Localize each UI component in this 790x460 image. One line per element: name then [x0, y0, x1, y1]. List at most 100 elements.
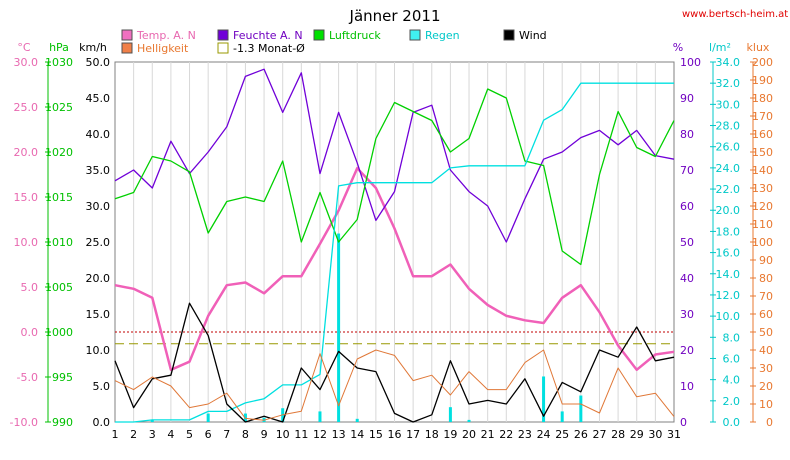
x-tick-label: 16: [388, 428, 402, 441]
y-tick-label: 22.0: [716, 183, 741, 196]
rain-daily-bar: [560, 411, 564, 422]
x-tick-label: 17: [406, 428, 420, 441]
y-tick-label: 1000: [45, 326, 73, 339]
legend-swatch: [503, 29, 515, 41]
legend-label: Feuchte A. N: [233, 29, 303, 42]
x-tick-label: 4: [167, 428, 174, 441]
y-tick-label: 1005: [45, 281, 73, 294]
y-tick-label: 15.0: [86, 308, 111, 321]
y-tick-label: 30.0: [716, 98, 741, 111]
y-tick-label: 200: [752, 56, 773, 69]
series-line: [114, 166, 675, 372]
y-tick-label: 190: [752, 74, 773, 87]
x-tick-label: 19: [443, 428, 457, 441]
y-tick-label: 1015: [45, 191, 73, 204]
y-tick-label: 34.0: [716, 56, 741, 69]
x-tick-label: 22: [499, 428, 513, 441]
x-tick-label: 23: [518, 428, 532, 441]
legend-label: Regen: [425, 29, 460, 42]
y-tick-label: 20: [680, 344, 694, 357]
y-tick-label: 80: [759, 272, 773, 285]
rain-daily-bar: [467, 419, 471, 422]
y-tick-label: 30.0: [86, 200, 111, 213]
legend-label: Helligkeit: [137, 42, 189, 55]
rain-daily-bar: [542, 376, 546, 422]
y-axis-label-klux: klux: [747, 41, 770, 54]
y-tick-label: 0.0: [723, 416, 741, 429]
y-tick-label: 40: [759, 344, 773, 357]
y-tick-label: 2.0: [723, 395, 741, 408]
y-tick-label: 20.0: [716, 204, 741, 217]
rain-daily-bar: [448, 407, 452, 422]
x-tick-label: 29: [630, 428, 644, 441]
legend-swatch: [409, 29, 421, 41]
x-tick-label: 20: [462, 428, 476, 441]
rain-daily-bar: [355, 418, 359, 422]
y-tick-label: 4.0: [723, 374, 741, 387]
x-tick-label: 31: [667, 428, 681, 441]
y-tick-label: 0: [680, 416, 687, 429]
y-tick-label: 180: [752, 92, 773, 105]
rain-daily-bar: [150, 419, 154, 422]
y-tick-label: 1030: [45, 56, 73, 69]
x-tick-label: 15: [369, 428, 383, 441]
x-tick-label: 7: [223, 428, 230, 441]
y-axis-label-lm2: l/m²: [709, 41, 731, 54]
y-tick-label: 5.0: [93, 380, 111, 393]
y-tick-label: 28.0: [716, 120, 741, 133]
y-tick-label: 30: [680, 308, 694, 321]
x-tick-label: 14: [350, 428, 364, 441]
y-tick-label: 30: [759, 362, 773, 375]
y-tick-label: 10.0: [14, 236, 39, 249]
x-tick-label: 18: [425, 428, 439, 441]
y-tick-label: 14.0: [716, 268, 741, 281]
y-tick-label: 0.0: [93, 416, 111, 429]
chart-title: Jänner 2011: [349, 7, 441, 25]
legend-label: Wind: [519, 29, 547, 42]
y-tick-label: 25.0: [14, 101, 39, 114]
x-tick-label: 25: [555, 428, 569, 441]
y-tick-label: 1010: [45, 236, 73, 249]
y-tick-label: 35.0: [86, 164, 111, 177]
x-tick-label: 12: [313, 428, 327, 441]
y-tick-label: 995: [52, 371, 73, 384]
rain-daily-bar: [206, 413, 210, 422]
y-tick-label: 50: [759, 326, 773, 339]
x-tick-label: 3: [149, 428, 156, 441]
y-tick-label: 90: [759, 254, 773, 267]
y-tick-label: 12.0: [716, 289, 741, 302]
y-tick-label: 18.0: [716, 225, 741, 238]
y-tick-label: 40.0: [86, 128, 111, 141]
x-tick-label: 28: [611, 428, 625, 441]
x-tick-label: 26: [574, 428, 588, 441]
y-tick-label: 50.0: [86, 56, 111, 69]
source-link: www.bertsch-heim.at: [682, 9, 788, 20]
y-tick-label: 15.0: [14, 191, 39, 204]
y-tick-label: 990: [52, 416, 73, 429]
series-line: [114, 88, 675, 266]
y-tick-label: 130: [752, 182, 773, 195]
y-tick-label: 24.0: [716, 162, 741, 175]
x-tick-label: 13: [332, 428, 346, 441]
y-tick-label: 20.0: [86, 272, 111, 285]
y-tick-label: 100: [752, 236, 773, 249]
series-line: [114, 68, 675, 243]
y-axis-label-kmh: km/h: [79, 41, 107, 54]
y-tick-label: 1025: [45, 101, 73, 114]
y-tick-label: 50: [680, 236, 694, 249]
y-tick-label: -10.0: [10, 416, 38, 429]
legend-swatch: [121, 29, 133, 41]
x-tick-label: 11: [294, 428, 308, 441]
y-tick-label: 20: [759, 380, 773, 393]
y-tick-label: 32.0: [716, 77, 741, 90]
x-tick-label: 5: [186, 428, 193, 441]
y-axis-label-temp: °C: [17, 41, 31, 54]
y-tick-label: 0: [766, 416, 773, 429]
y-tick-label: 6.0: [723, 352, 741, 365]
y-tick-label: 20.0: [14, 146, 39, 159]
legend-label: -1.3 Monat-Ø: [233, 42, 305, 55]
x-tick-label: 1: [112, 428, 119, 441]
y-tick-label: 70: [759, 290, 773, 303]
